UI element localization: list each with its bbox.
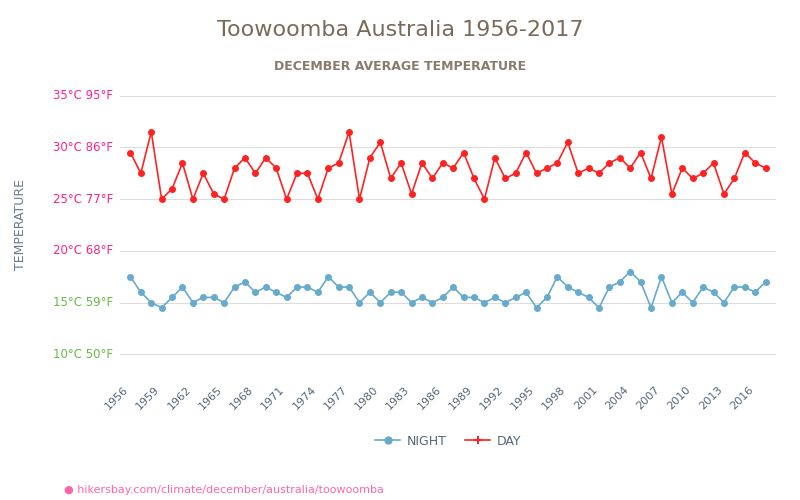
Text: 10°C 50°F: 10°C 50°F [54, 348, 114, 361]
Y-axis label: TEMPERATURE: TEMPERATURE [14, 180, 27, 270]
Text: 15°C 59°F: 15°C 59°F [54, 296, 114, 309]
Text: 25°C 77°F: 25°C 77°F [53, 192, 114, 205]
Legend: NIGHT, DAY: NIGHT, DAY [370, 430, 526, 453]
Text: 30°C 86°F: 30°C 86°F [54, 141, 114, 154]
Text: Toowoomba Australia 1956-2017: Toowoomba Australia 1956-2017 [217, 20, 583, 40]
Text: DECEMBER AVERAGE TEMPERATURE: DECEMBER AVERAGE TEMPERATURE [274, 60, 526, 73]
Text: 20°C 68°F: 20°C 68°F [54, 244, 114, 258]
Text: 35°C 95°F: 35°C 95°F [54, 89, 114, 102]
Text: ● hikersbay.com/climate/december/australia/toowoomba: ● hikersbay.com/climate/december/austral… [64, 485, 384, 495]
